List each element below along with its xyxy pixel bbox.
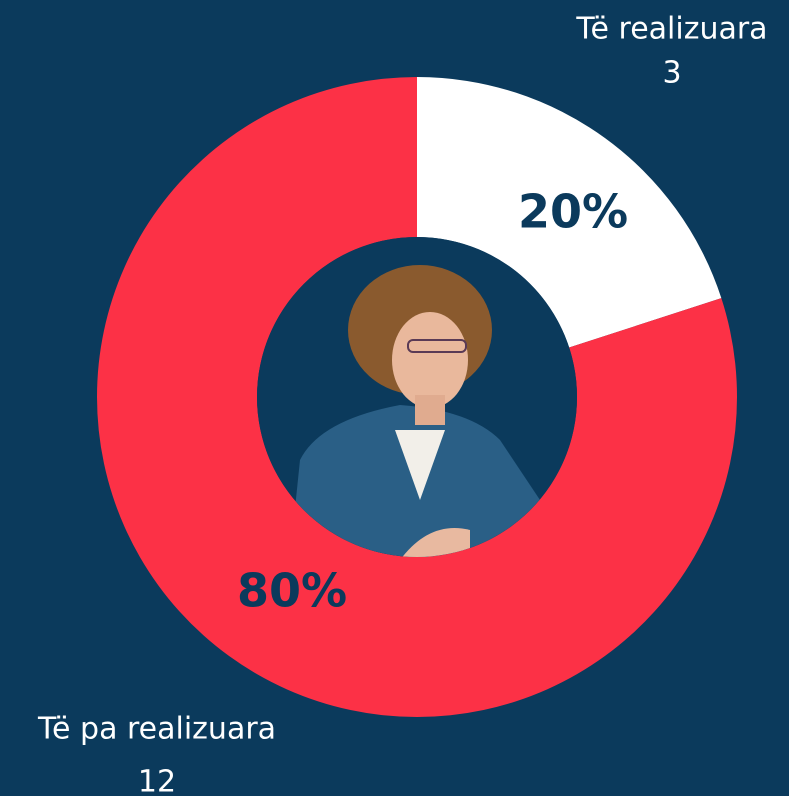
slice [97,77,737,717]
category-label: Të pa realizuara [37,712,276,747]
slices [97,77,737,717]
percent-label: 20% [518,185,628,239]
value-label: 12 [138,765,176,796]
percent-label: 80% [237,564,347,618]
value-label: 3 [662,56,681,91]
center-photo [257,237,577,557]
slice [417,77,722,348]
category-label: Të realizuara [575,12,767,47]
